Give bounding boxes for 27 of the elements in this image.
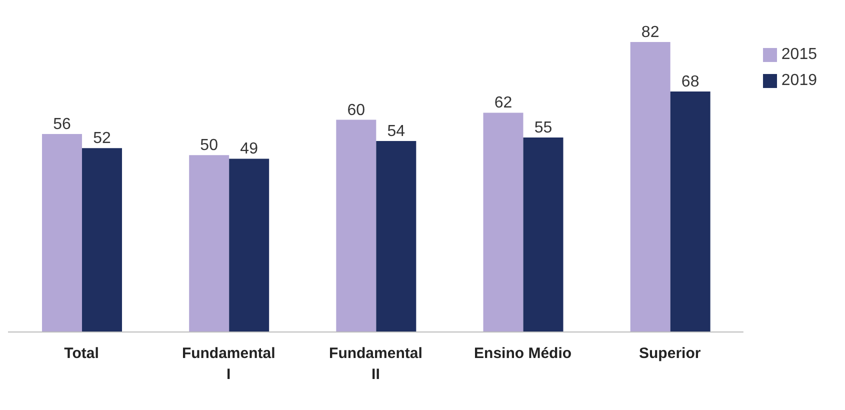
- data-label: 50: [200, 137, 218, 154]
- bar: [376, 141, 416, 332]
- bar: [42, 134, 82, 332]
- data-label: 56: [53, 116, 71, 133]
- x-tick-label: Fundamental I: [182, 345, 276, 383]
- legend-label: 2019: [781, 72, 817, 89]
- data-label: 49: [240, 140, 258, 158]
- x-tick-label: Fundamental II: [329, 345, 422, 383]
- data-label: 52: [93, 130, 111, 148]
- bar: [82, 148, 122, 332]
- bar: [670, 92, 710, 332]
- data-label: 55: [534, 119, 552, 136]
- bar: [336, 120, 376, 332]
- bar: [189, 155, 230, 332]
- bar: [523, 137, 564, 332]
- x-tick-label: Ensino Médio: [474, 345, 572, 362]
- bar: [483, 112, 524, 332]
- data-label: 54: [387, 123, 406, 140]
- data-label: 68: [681, 74, 700, 91]
- bar: [229, 158, 270, 332]
- legend-label: 2015: [781, 46, 817, 63]
- data-label: 62: [494, 94, 512, 112]
- x-tick-label: Superior: [639, 345, 701, 362]
- data-label: 82: [641, 24, 660, 41]
- data-label: 60: [347, 102, 366, 119]
- x-tick-label: Total: [64, 345, 99, 362]
- bar: [630, 42, 670, 332]
